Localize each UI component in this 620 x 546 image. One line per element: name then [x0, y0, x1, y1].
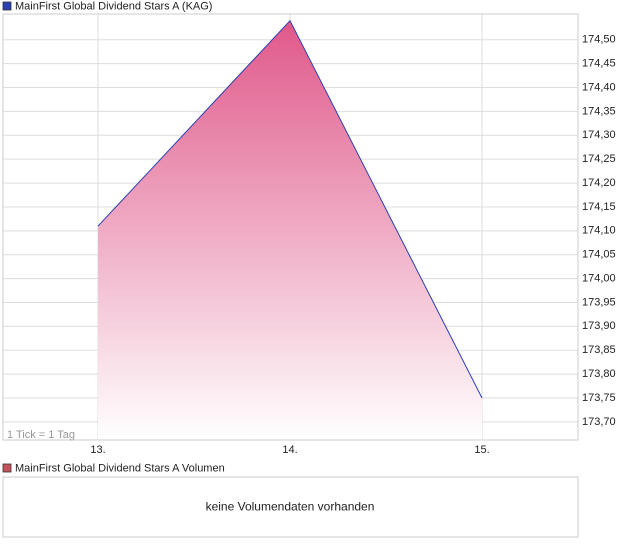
x-tick-label: 14. — [282, 444, 297, 456]
legend-swatch — [2, 463, 12, 473]
y-tick-label: 174,05 — [582, 249, 616, 261]
legend-label: MainFirst Global Dividend Stars A (KAG) — [15, 0, 212, 12]
y-tick-label: 173,85 — [582, 344, 616, 356]
y-tick-label: 173,70 — [582, 416, 616, 428]
area — [98, 20, 483, 441]
y-tick-label: 173,90 — [582, 320, 616, 332]
y-tick-label: 173,95 — [582, 296, 616, 308]
x-tick-label: 15. — [474, 444, 489, 456]
y-tick-label: 173,80 — [582, 368, 616, 380]
y-tick-label: 174,40 — [582, 81, 616, 93]
volume-message: keine Volumendaten vorhanden — [206, 500, 375, 514]
y-tick-label: 174,35 — [582, 105, 616, 117]
y-tick-label: 174,20 — [582, 177, 616, 189]
line — [97, 19, 483, 399]
legend-swatch — [2, 1, 12, 11]
y-tick-label: 174,30 — [582, 129, 616, 141]
y-tick-label: 174,10 — [582, 225, 616, 237]
y-tick-label: 174,15 — [582, 201, 616, 213]
volume-frame — [2, 476, 579, 538]
plot-frame — [2, 13, 579, 441]
y-tick-label: 174,25 — [582, 153, 616, 165]
y-tick-label: 174,45 — [582, 58, 616, 70]
x-tick-label: 13. — [90, 444, 105, 456]
y-tick-label: 174,00 — [582, 272, 616, 284]
annotation: 1 Tick = 1 Tag — [7, 429, 75, 441]
y-tick-label: 173,75 — [582, 392, 616, 404]
legend-label: MainFirst Global Dividend Stars A Volume… — [15, 462, 225, 474]
y-tick-label: 174,50 — [582, 34, 616, 46]
